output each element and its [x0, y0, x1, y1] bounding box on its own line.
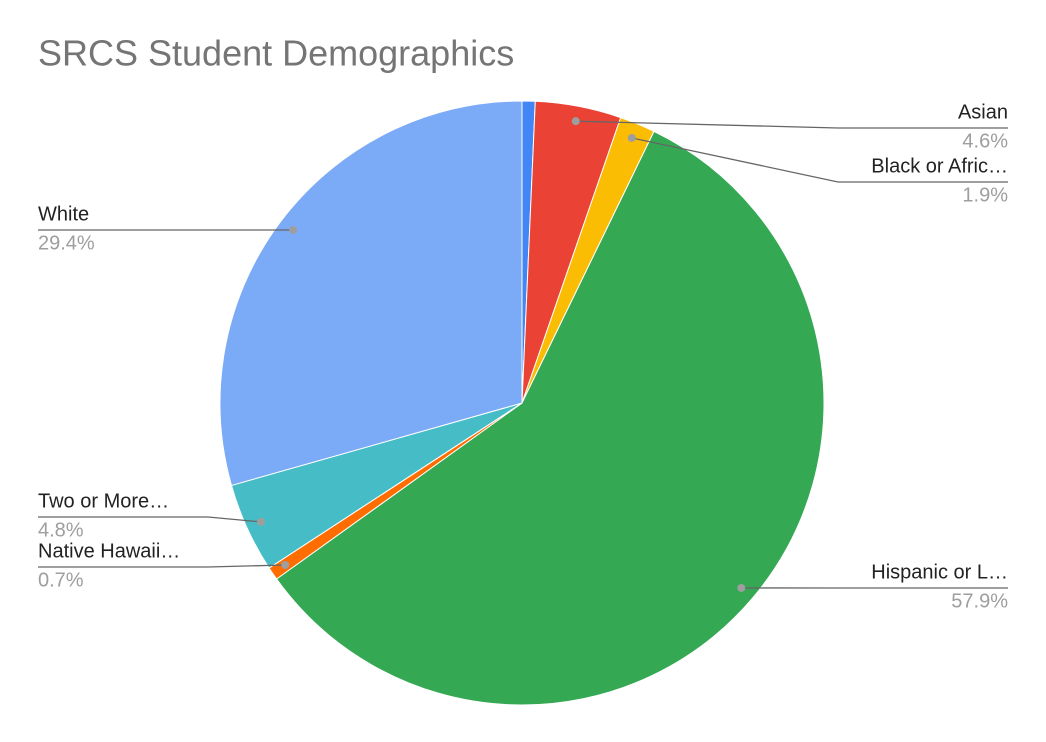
slice-label: Two or More… — [38, 490, 169, 512]
pie-slice — [219, 100, 523, 487]
leader-line — [38, 516, 261, 523]
slice-value-label: 29.4% — [38, 232, 95, 254]
leader-dot — [289, 226, 298, 235]
slice-value-label: 1.9% — [962, 184, 1008, 206]
leader-dot — [737, 583, 746, 592]
chart-title: SRCS Student Demographics — [38, 33, 514, 74]
slice-label: Hispanic or L… — [871, 561, 1008, 583]
slice-value-label: 4.8% — [38, 519, 84, 541]
slice-label: White — [38, 203, 89, 225]
slice-label: Native Hawaii… — [38, 540, 180, 562]
slice-value-label: 0.7% — [38, 569, 84, 591]
leader-line — [38, 564, 286, 568]
leader-line — [631, 137, 1008, 183]
slice-value-label: 57.9% — [951, 590, 1008, 612]
pie-slice — [275, 130, 825, 706]
leader-dot — [281, 561, 290, 570]
slice-label: Asian — [958, 101, 1008, 123]
leader-dot — [627, 133, 636, 142]
leader-dot — [256, 517, 265, 526]
leader-line — [575, 120, 1008, 129]
leader-dot — [571, 117, 580, 126]
slice-value-label: 4.6% — [962, 130, 1008, 152]
slice-label: Black or Afric… — [871, 155, 1008, 177]
